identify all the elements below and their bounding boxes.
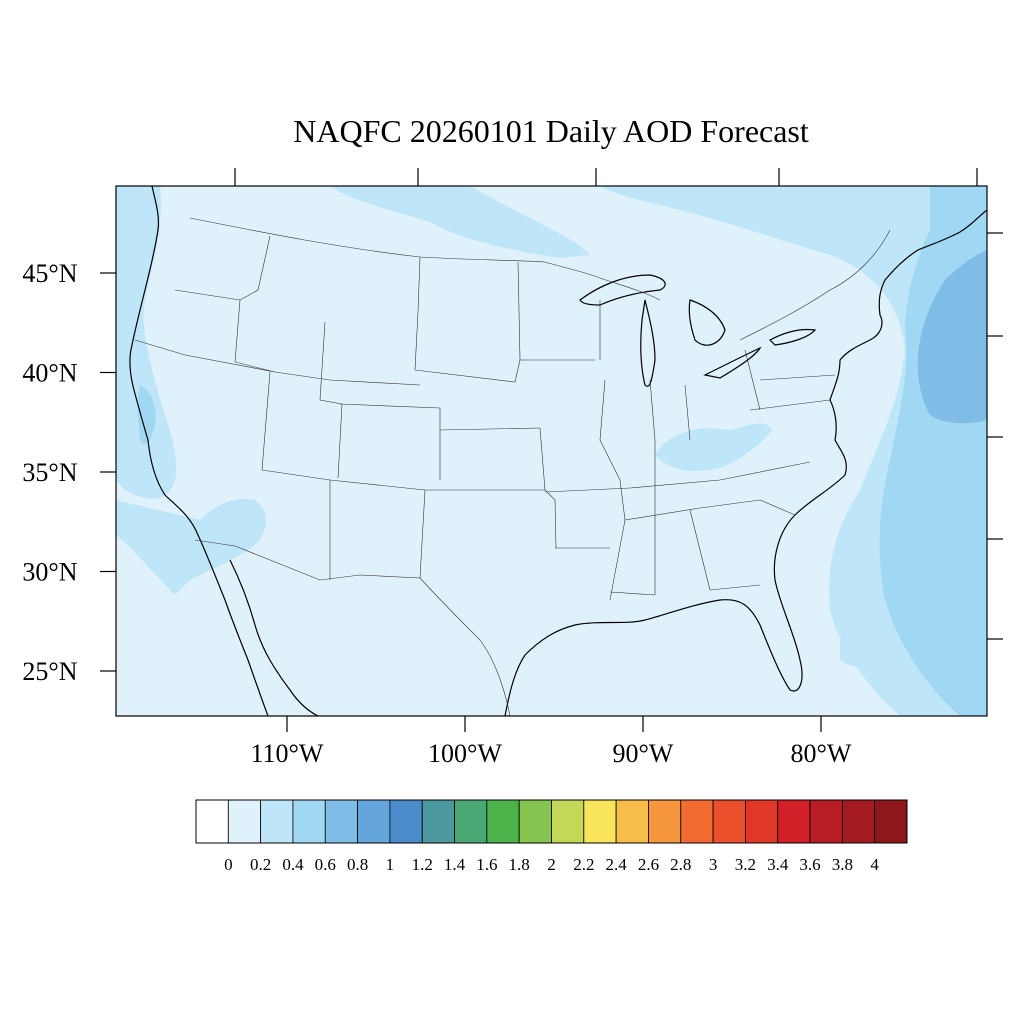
colorbar-tick-label: 2.8 — [670, 855, 691, 874]
aod-0.2-southwest — [116, 498, 267, 595]
colorbar-swatch — [486, 799, 520, 844]
colorbar-swatch — [777, 799, 811, 844]
colorbar-tick-label: 0 — [224, 855, 233, 874]
lat-tick-label: 40°N — [22, 359, 77, 388]
colorbar-swatch — [809, 799, 843, 844]
colorbar-tick-label: 1 — [386, 855, 395, 874]
coastlines — [129, 186, 987, 716]
colorbar-tick-label: 3.6 — [799, 855, 820, 874]
colorbar-swatch — [357, 799, 391, 844]
great-lakes-superior — [579, 274, 666, 306]
us-mexico-border — [194, 539, 511, 716]
colorbar: 0 0.2 0.4 0.6 0.8 1 1.2 1.4 1.6 1.8 2 2.2 2.4 2.6 2.8 3… — [195, 799, 908, 874]
colorbar-tick-label: 1.4 — [444, 855, 466, 874]
colorbar-tick-label: 2.2 — [573, 855, 594, 874]
longitude-axis: 110°W 100°W 90°W 80°W — [251, 716, 852, 768]
colorbar-tick-label: 3 — [709, 855, 718, 874]
colorbar-swatch — [712, 799, 746, 844]
aod-contours — [116, 186, 987, 716]
aod-0.4-california — [137, 385, 156, 445]
colorbar-tick-label: 2.6 — [638, 855, 659, 874]
colorbar-swatch — [324, 799, 358, 844]
lat-tick-label: 45°N — [22, 259, 77, 288]
colorbar-swatch — [195, 799, 229, 844]
colorbar-swatch — [583, 799, 617, 844]
colorbar-swatch — [680, 799, 714, 844]
colorbar-swatch — [421, 799, 455, 844]
gulf-coast — [504, 514, 803, 716]
aod-0.6-atlantic — [917, 250, 987, 424]
colorbar-frame — [195, 799, 908, 844]
great-lakes-erie — [703, 346, 762, 379]
colorbar-tick-label: 4 — [870, 855, 879, 874]
colorbar-swatch — [551, 799, 585, 844]
colorbar-swatch — [745, 799, 779, 844]
map-frame — [115, 185, 988, 717]
colorbar-tick-label: 1.6 — [476, 855, 497, 874]
colorbar-tick-label: 0.2 — [250, 855, 271, 874]
top-tick-marks — [234, 168, 978, 186]
colorbar-tick-label: 3.8 — [832, 855, 853, 874]
colorbar-swatch — [292, 799, 326, 844]
state-boundaries — [134, 217, 891, 716]
aod-0.2-plume-north — [330, 186, 590, 258]
colorbar-swatch — [648, 799, 682, 844]
colorbar-tick-label: 0.6 — [315, 855, 336, 874]
lon-tick-label: 110°W — [251, 739, 324, 768]
colorbar-tick-label: 0.4 — [282, 855, 304, 874]
colorbar-swatch — [615, 799, 649, 844]
colorbar-swatch — [260, 799, 294, 844]
latitude-states — [134, 289, 836, 596]
colorbar-swatch — [874, 799, 908, 844]
lat-tick-label: 30°N — [22, 558, 77, 587]
lat-tick-label: 25°N — [22, 657, 77, 686]
great-lakes-ontario — [769, 328, 817, 346]
lon-tick-label: 80°W — [791, 739, 852, 768]
colorbar-swatch — [227, 799, 262, 844]
great-lakes-michigan — [640, 299, 656, 387]
latitude-axis: 45°N 40°N 35°N 30°N 25°N — [22, 259, 116, 686]
map-title: NAQFC 20260101 Daily AOD Forecast — [293, 113, 809, 149]
aod-0.2-gulf-atlantic — [840, 638, 880, 667]
atlantic-coast — [794, 209, 987, 516]
aod-0.2-west-coast — [116, 186, 177, 499]
colorbar-swatch — [841, 799, 876, 844]
colorbar-swatch — [518, 799, 552, 844]
colorbar-tick-label: 1.2 — [412, 855, 433, 874]
lon-tick-label: 90°W — [613, 739, 674, 768]
map-panel — [116, 186, 987, 716]
great-lakes-huron — [688, 299, 726, 346]
right-tick-marks — [987, 232, 1003, 640]
aod-0.2-ohio-valley — [655, 423, 772, 472]
colorbar-tick-label: 3.4 — [767, 855, 789, 874]
us-canada-border — [189, 217, 891, 341]
colorbar-swatch — [454, 799, 488, 844]
colorbar-tick-label: 3.2 — [735, 855, 756, 874]
lat-tick-label: 35°N — [22, 458, 77, 487]
colorbar-tick-label: 1.8 — [509, 855, 530, 874]
colorbar-tick-label: 2 — [547, 855, 556, 874]
baja-coast — [229, 559, 319, 716]
colorbar-swatch — [389, 799, 423, 844]
colorbar-tick-label: 2.4 — [606, 855, 628, 874]
west-coastline — [129, 186, 269, 716]
lon-tick-label: 100°W — [428, 739, 502, 768]
colorbar-tick-label: 0.8 — [347, 855, 368, 874]
